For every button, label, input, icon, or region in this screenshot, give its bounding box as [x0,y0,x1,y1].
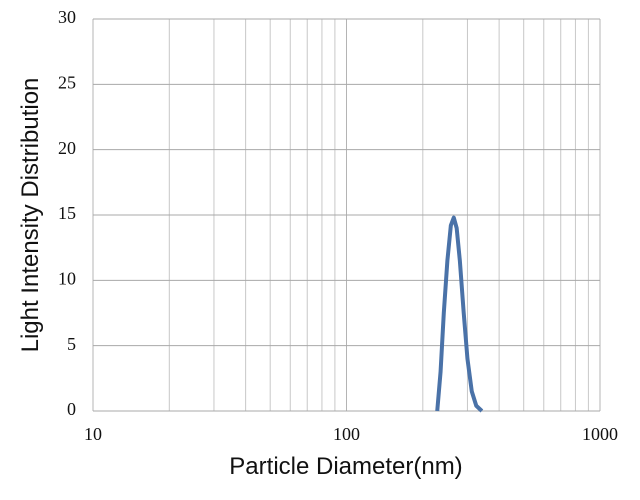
y-tick-label: 30 [58,7,76,27]
y-tick-label: 20 [58,138,76,158]
x-tick-label: 1000 [582,424,618,444]
x-tick-label: 10 [84,424,102,444]
y-tick-label: 5 [67,334,76,354]
line [435,215,484,413]
x-axis-title: Particle Diameter(nm) [229,453,462,480]
y-tick-label: 0 [67,399,76,419]
y-tick-label: 25 [58,72,76,92]
y-axis-title: Light Intensity Distribution [17,78,44,353]
y-tick-label: 15 [58,203,76,223]
x-tick-label: 100 [333,424,360,444]
y-tick-label: 10 [58,268,76,288]
